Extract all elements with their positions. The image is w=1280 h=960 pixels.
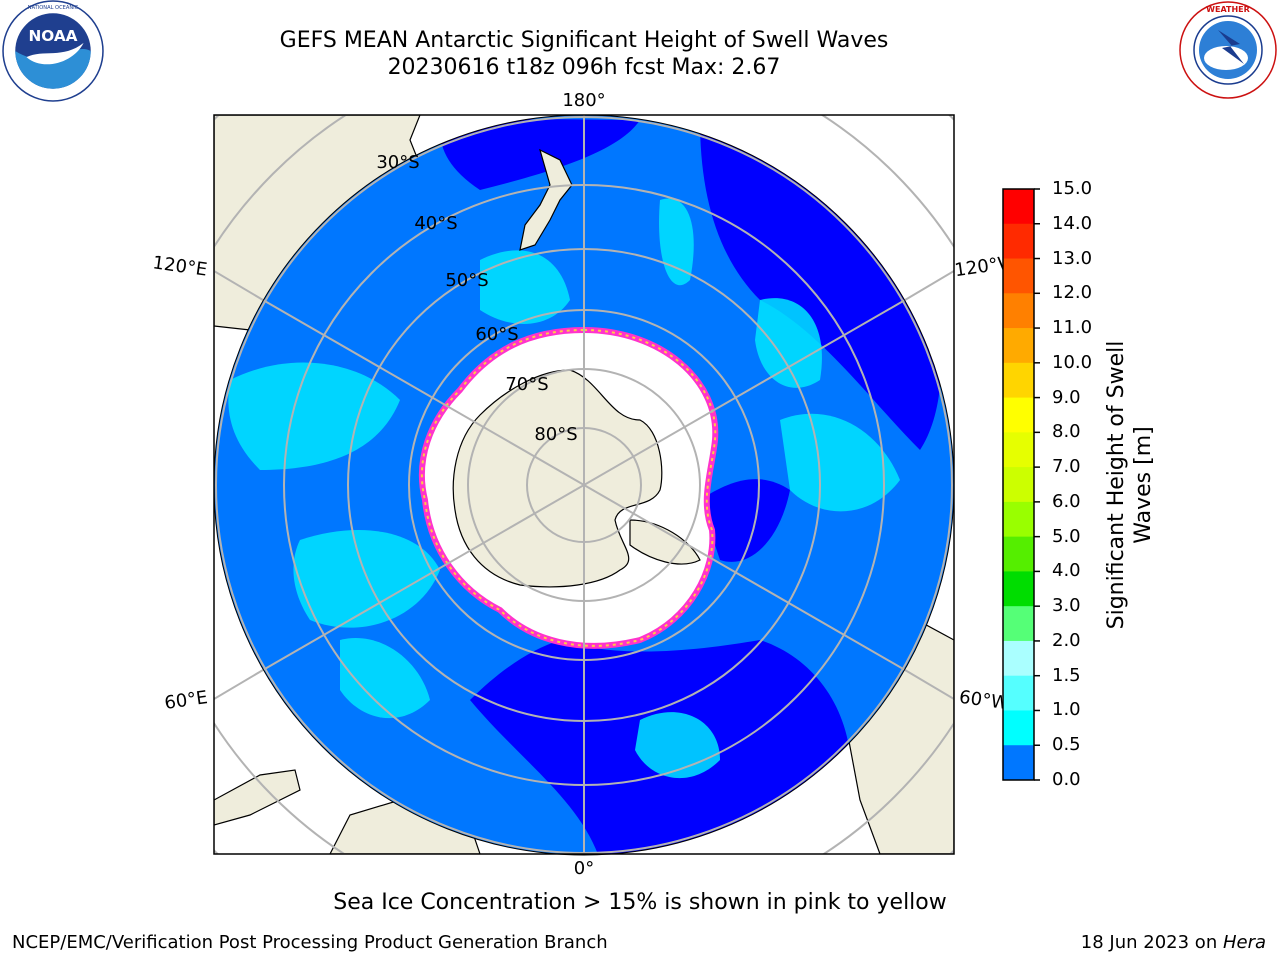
colorbar-segment: [1003, 362, 1034, 399]
colorbar: [1002, 188, 1040, 781]
lon-label-0: 0°: [574, 858, 594, 879]
colorbar-segment: [1003, 536, 1034, 572]
colorbar-segment: [1003, 640, 1034, 677]
colorbar-title-line1: Significant Height of Swell: [1104, 340, 1129, 630]
colorbar-tick-label: 15.0: [1052, 178, 1093, 199]
footer-date-text: 18 Jun 2023 on: [1080, 932, 1223, 953]
sea-ice-edge: [421, 328, 717, 647]
colorbar-tick-label: 8.0: [1052, 421, 1081, 443]
map-frame: [213, 114, 955, 855]
lat-label-70s: 70°S: [505, 374, 548, 395]
land-madagascar: [214, 769, 301, 826]
colorbar-segment: [1003, 223, 1034, 260]
lat-label-30s: 30°S: [376, 152, 419, 173]
footer-host: Hera: [1222, 932, 1266, 953]
chart-subtitle: 20230616 t18z 096h fcst Max: 2.67: [387, 55, 781, 80]
colorbar-tick-label: 1.0: [1052, 699, 1081, 721]
colorbar-tick-label: 0.0: [1052, 769, 1081, 790]
sea-ice-note: Sea Ice Concentration > 15% is shown in …: [333, 890, 947, 915]
lat-label-50s: 50°S: [445, 270, 488, 291]
colorbar-tick-label: 1.5: [1052, 664, 1081, 686]
colorbar-segment: [1003, 467, 1034, 503]
swell-band-high: [340, 638, 430, 719]
colorbar-segment: [1003, 501, 1034, 538]
lon-label-60e: 60°E: [163, 687, 209, 714]
colorbar-tick-label: 13.0: [1052, 247, 1093, 269]
colorbar-tick-label: 6.0: [1052, 490, 1081, 512]
colorbar-segment: [1003, 397, 1034, 433]
colorbar-segment: [1003, 745, 1034, 781]
footer-date: 18 Jun 2023 on Hera: [1081, 932, 1266, 953]
colorbar-segment: [1003, 675, 1034, 711]
colorbar-title-line2: Waves [m]: [1131, 426, 1156, 544]
colorbar-title: Significant Height of Swell Waves [m]: [1103, 320, 1157, 650]
lon-label-120e: 120°E: [151, 252, 208, 280]
footer-credit: NCEP/EMC/Verification Post Processing Pr…: [12, 932, 608, 953]
colorbar-tick-label: 7.0: [1052, 456, 1081, 478]
colorbar-segment: [1003, 571, 1034, 607]
colorbar-tick-label: 9.0: [1052, 386, 1081, 408]
noaa-logo: NOAA NATIONAL OCEANIC: [2, 0, 104, 102]
noaa-logo-text: NOAA: [28, 27, 77, 45]
colorbar-tick-label: 5.0: [1052, 525, 1081, 547]
swell-band-low: [700, 120, 941, 450]
swell-band-low: [440, 119, 640, 190]
colorbar-segment: [1003, 606, 1034, 642]
lat-label-60s: 60°S: [475, 324, 518, 345]
chart-title: GEFS MEAN Antarctic Significant Height o…: [279, 28, 889, 53]
svg-text:WEATHER: WEATHER: [1206, 5, 1250, 14]
colorbar-segment: [1003, 328, 1034, 364]
colorbar-segment: [1003, 710, 1034, 746]
colorbar-tick-label: 2.0: [1052, 629, 1081, 651]
swell-band-high: [480, 250, 570, 324]
swell-band-low: [700, 479, 790, 562]
graticule: [215, 115, 953, 855]
colorbar-segment: [1003, 189, 1034, 225]
colorbar-tick-label: 12.0: [1052, 282, 1093, 304]
colorbar-tick-label: 0.5: [1052, 734, 1081, 756]
nws-logo: WEATHER: [1179, 1, 1277, 99]
colorbar-segment: [1003, 432, 1034, 468]
svg-text:NATIONAL OCEANIC: NATIONAL OCEANIC: [28, 5, 79, 11]
colorbar-tick-label: 4.0: [1052, 560, 1081, 582]
colorbar-tick-label: 3.0: [1052, 595, 1081, 617]
lat-label-40s: 40°S: [414, 213, 457, 234]
colorbar-segment: [1003, 293, 1034, 329]
land-antarctic-peninsula: [629, 519, 701, 565]
colorbar-tick-label: 11.0: [1052, 317, 1093, 339]
land-antarctica: [452, 369, 663, 588]
swell-band-high: [228, 362, 400, 470]
swell-band-high: [755, 298, 822, 388]
swell-band-high: [780, 413, 900, 512]
lat-label-80s: 80°S: [534, 424, 577, 445]
colorbar-tick-label: 14.0: [1052, 212, 1093, 234]
colorbar-tick-label: 10.0: [1052, 351, 1093, 373]
land-new-zealand: [519, 148, 573, 251]
colorbar-segment: [1003, 258, 1034, 294]
lon-label-180: 180°: [562, 90, 605, 111]
